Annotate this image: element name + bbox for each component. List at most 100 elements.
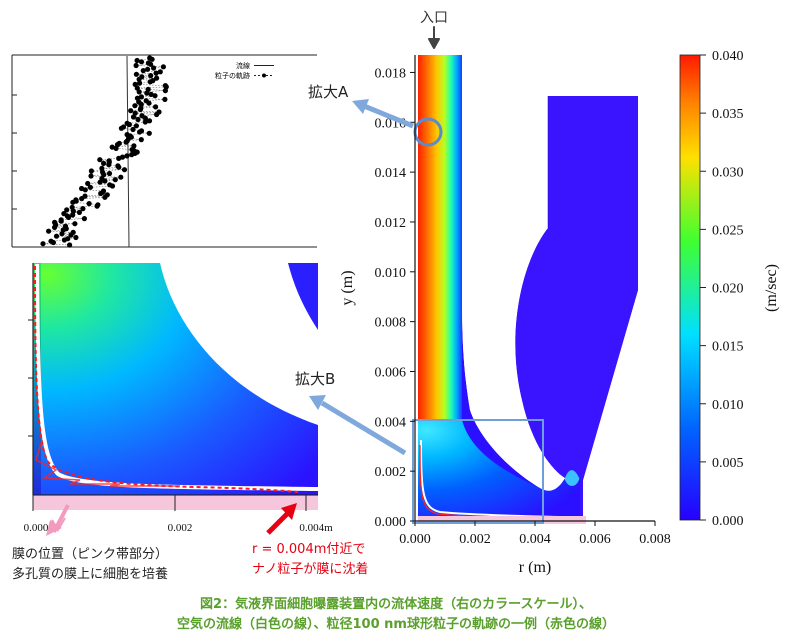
inset-a-particle-dot xyxy=(153,70,159,76)
inset-a-particle-dot xyxy=(142,119,148,125)
inset-a-particle-dot xyxy=(157,69,163,75)
inset-a-particle-dot xyxy=(70,212,76,218)
inset-a-particle-dot xyxy=(151,65,157,71)
inset-b-xtick-1: 0.002 xyxy=(168,522,193,534)
inset-a-particle-dot xyxy=(135,116,141,123)
inset-a-particle-dot xyxy=(133,71,139,77)
legend-particle-dot xyxy=(262,73,266,78)
inset-b-particle-jitter xyxy=(35,439,180,487)
inset-a-particle-dot xyxy=(153,104,159,110)
inset-a-trajectory-line xyxy=(42,57,167,246)
inset-a-particle-dot xyxy=(138,101,144,107)
inset-a-particle-dot xyxy=(133,62,139,69)
main-ytick-label: 0.002 xyxy=(375,465,407,480)
inset-a-particle-dot xyxy=(148,61,154,67)
deposition-text-1: r = 0.004m付近で xyxy=(252,542,365,557)
inset-a-particle-dot xyxy=(138,137,144,143)
colorbar-label: (m/sec) xyxy=(763,264,780,312)
inset-a-particle-dot xyxy=(162,96,168,102)
inlet-label: 入口 xyxy=(420,10,448,26)
inset-a-particle-dot xyxy=(160,64,166,70)
inset-b-xtick-0: 0.000 xyxy=(24,522,49,534)
main-ytick-label: 0.004 xyxy=(375,415,407,430)
inset-a-particle-dot xyxy=(130,126,136,133)
inset-a-particle-dot xyxy=(67,242,73,248)
inset-a-particle-dot xyxy=(72,221,78,227)
membrane-annotation: 膜の位置（ピンク帯部分） 多孔質の膜上に細胞を培養 xyxy=(12,504,168,582)
inset-a-particle-dot xyxy=(50,239,57,246)
inset-a-particle-dot xyxy=(149,56,155,62)
inset-b-yticks xyxy=(28,319,33,437)
inset-a-particle-dot xyxy=(132,103,138,109)
main-xtick-label: 0.008 xyxy=(639,532,671,547)
legend-particle-label: 粒子の軌跡 xyxy=(215,71,250,80)
colorbar-gradient xyxy=(679,54,701,521)
colorbar-tick-label: 0.025 xyxy=(712,223,744,238)
inset-b-solid-region xyxy=(160,263,318,425)
inset-a-particle-dot xyxy=(142,115,148,121)
inset-a-particle-dot xyxy=(64,207,70,213)
inset-a-particle-dot xyxy=(101,160,107,166)
main-ytick-label: 0.014 xyxy=(375,166,407,181)
colorbar-ticks xyxy=(700,54,706,521)
inset-a-particle-dot xyxy=(81,216,87,222)
inset-b-particle-trajectory xyxy=(34,265,299,493)
main-xtick-labels: 0.000 0.002 0.004 0.006 0.008 xyxy=(399,532,671,547)
inset-a-particle-dot xyxy=(82,187,88,193)
inset-a-particle-dot xyxy=(162,88,168,94)
inset-a-particle-dot xyxy=(123,139,129,145)
inset-a-particle-dot xyxy=(94,203,100,209)
inset-a-particle-dot xyxy=(124,153,130,159)
inset-a-particle-dot xyxy=(145,66,151,72)
inset-a-particle-dot xyxy=(70,199,76,205)
inset-b-panel: 0.000 0.002 0.004m xyxy=(24,263,333,534)
inset-a-particle-dot xyxy=(87,184,93,190)
zoom-b-arrow-icon xyxy=(309,395,407,456)
inset-a-legend: 流線 粒子の軌跡 xyxy=(215,61,274,80)
inset-a-particle-dot xyxy=(58,218,64,224)
inset-a-particle-dot xyxy=(154,75,160,81)
inset-a-particle-dot xyxy=(80,206,86,212)
main-membrane-band xyxy=(418,516,586,524)
inset-a-particle-dot xyxy=(140,68,146,74)
colorbar-tick-label: 0.035 xyxy=(712,107,744,122)
inset-a-particle-dot xyxy=(68,232,74,238)
inset-a-particle-dot xyxy=(66,214,72,220)
red-arrow-shaft xyxy=(266,510,291,535)
inset-a-particle-dot xyxy=(102,194,108,200)
inset-a-particle-dot xyxy=(79,196,85,202)
inset-a-particle-dot xyxy=(73,234,79,241)
inset-a-particle-dot xyxy=(133,123,139,129)
main-yticks xyxy=(410,71,415,522)
colorbar: 0.040 0.035 0.030 0.025 0.020 0.015 0.010 0.005… xyxy=(679,49,780,529)
main-ytick-label: 0.012 xyxy=(375,216,407,231)
inset-b-xtick-2: 0.004m xyxy=(299,522,333,534)
inset-b-xticks xyxy=(32,495,307,511)
colorbar-tick-label: 0.000 xyxy=(712,514,744,529)
inset-a-frame xyxy=(11,54,317,248)
inset-a-particle-dot xyxy=(134,57,140,64)
colorbar-tick-label: 0.015 xyxy=(712,340,744,355)
inset-a-particle-dot xyxy=(138,59,145,65)
main-xtick-label: 0.002 xyxy=(459,532,491,547)
inset-a-particle-trajectory xyxy=(40,55,169,248)
inset-a-particle-dot xyxy=(137,80,143,86)
inset-a-particle-dot xyxy=(112,177,118,183)
pink-arrow-head xyxy=(46,520,62,536)
inset-a-yticks xyxy=(12,94,17,210)
inset-a-particle-dot xyxy=(137,129,143,135)
main-x-label: r (m) xyxy=(519,559,551,576)
inset-a-particle-dot xyxy=(98,190,104,197)
inset-a-particle-dot xyxy=(109,183,116,189)
inset-a-particle-dot xyxy=(128,108,134,114)
solid-wall-region xyxy=(462,55,655,491)
inset-a-particle-dot xyxy=(102,178,108,184)
membrane-text-1: 膜の位置（ピンク帯部分） xyxy=(12,547,168,562)
bottom-flow-field xyxy=(418,420,583,520)
inset-a-particle-dot xyxy=(146,118,153,124)
inset-a-particle-dot xyxy=(88,168,94,174)
inset-a-particle-dot xyxy=(86,201,92,207)
inset-a-particle-dot xyxy=(118,174,124,180)
caption-line-2: 空気の流線（白色の線）、粒径100 nm球形粒子の軌跡の一例（赤色の線） xyxy=(177,616,615,632)
